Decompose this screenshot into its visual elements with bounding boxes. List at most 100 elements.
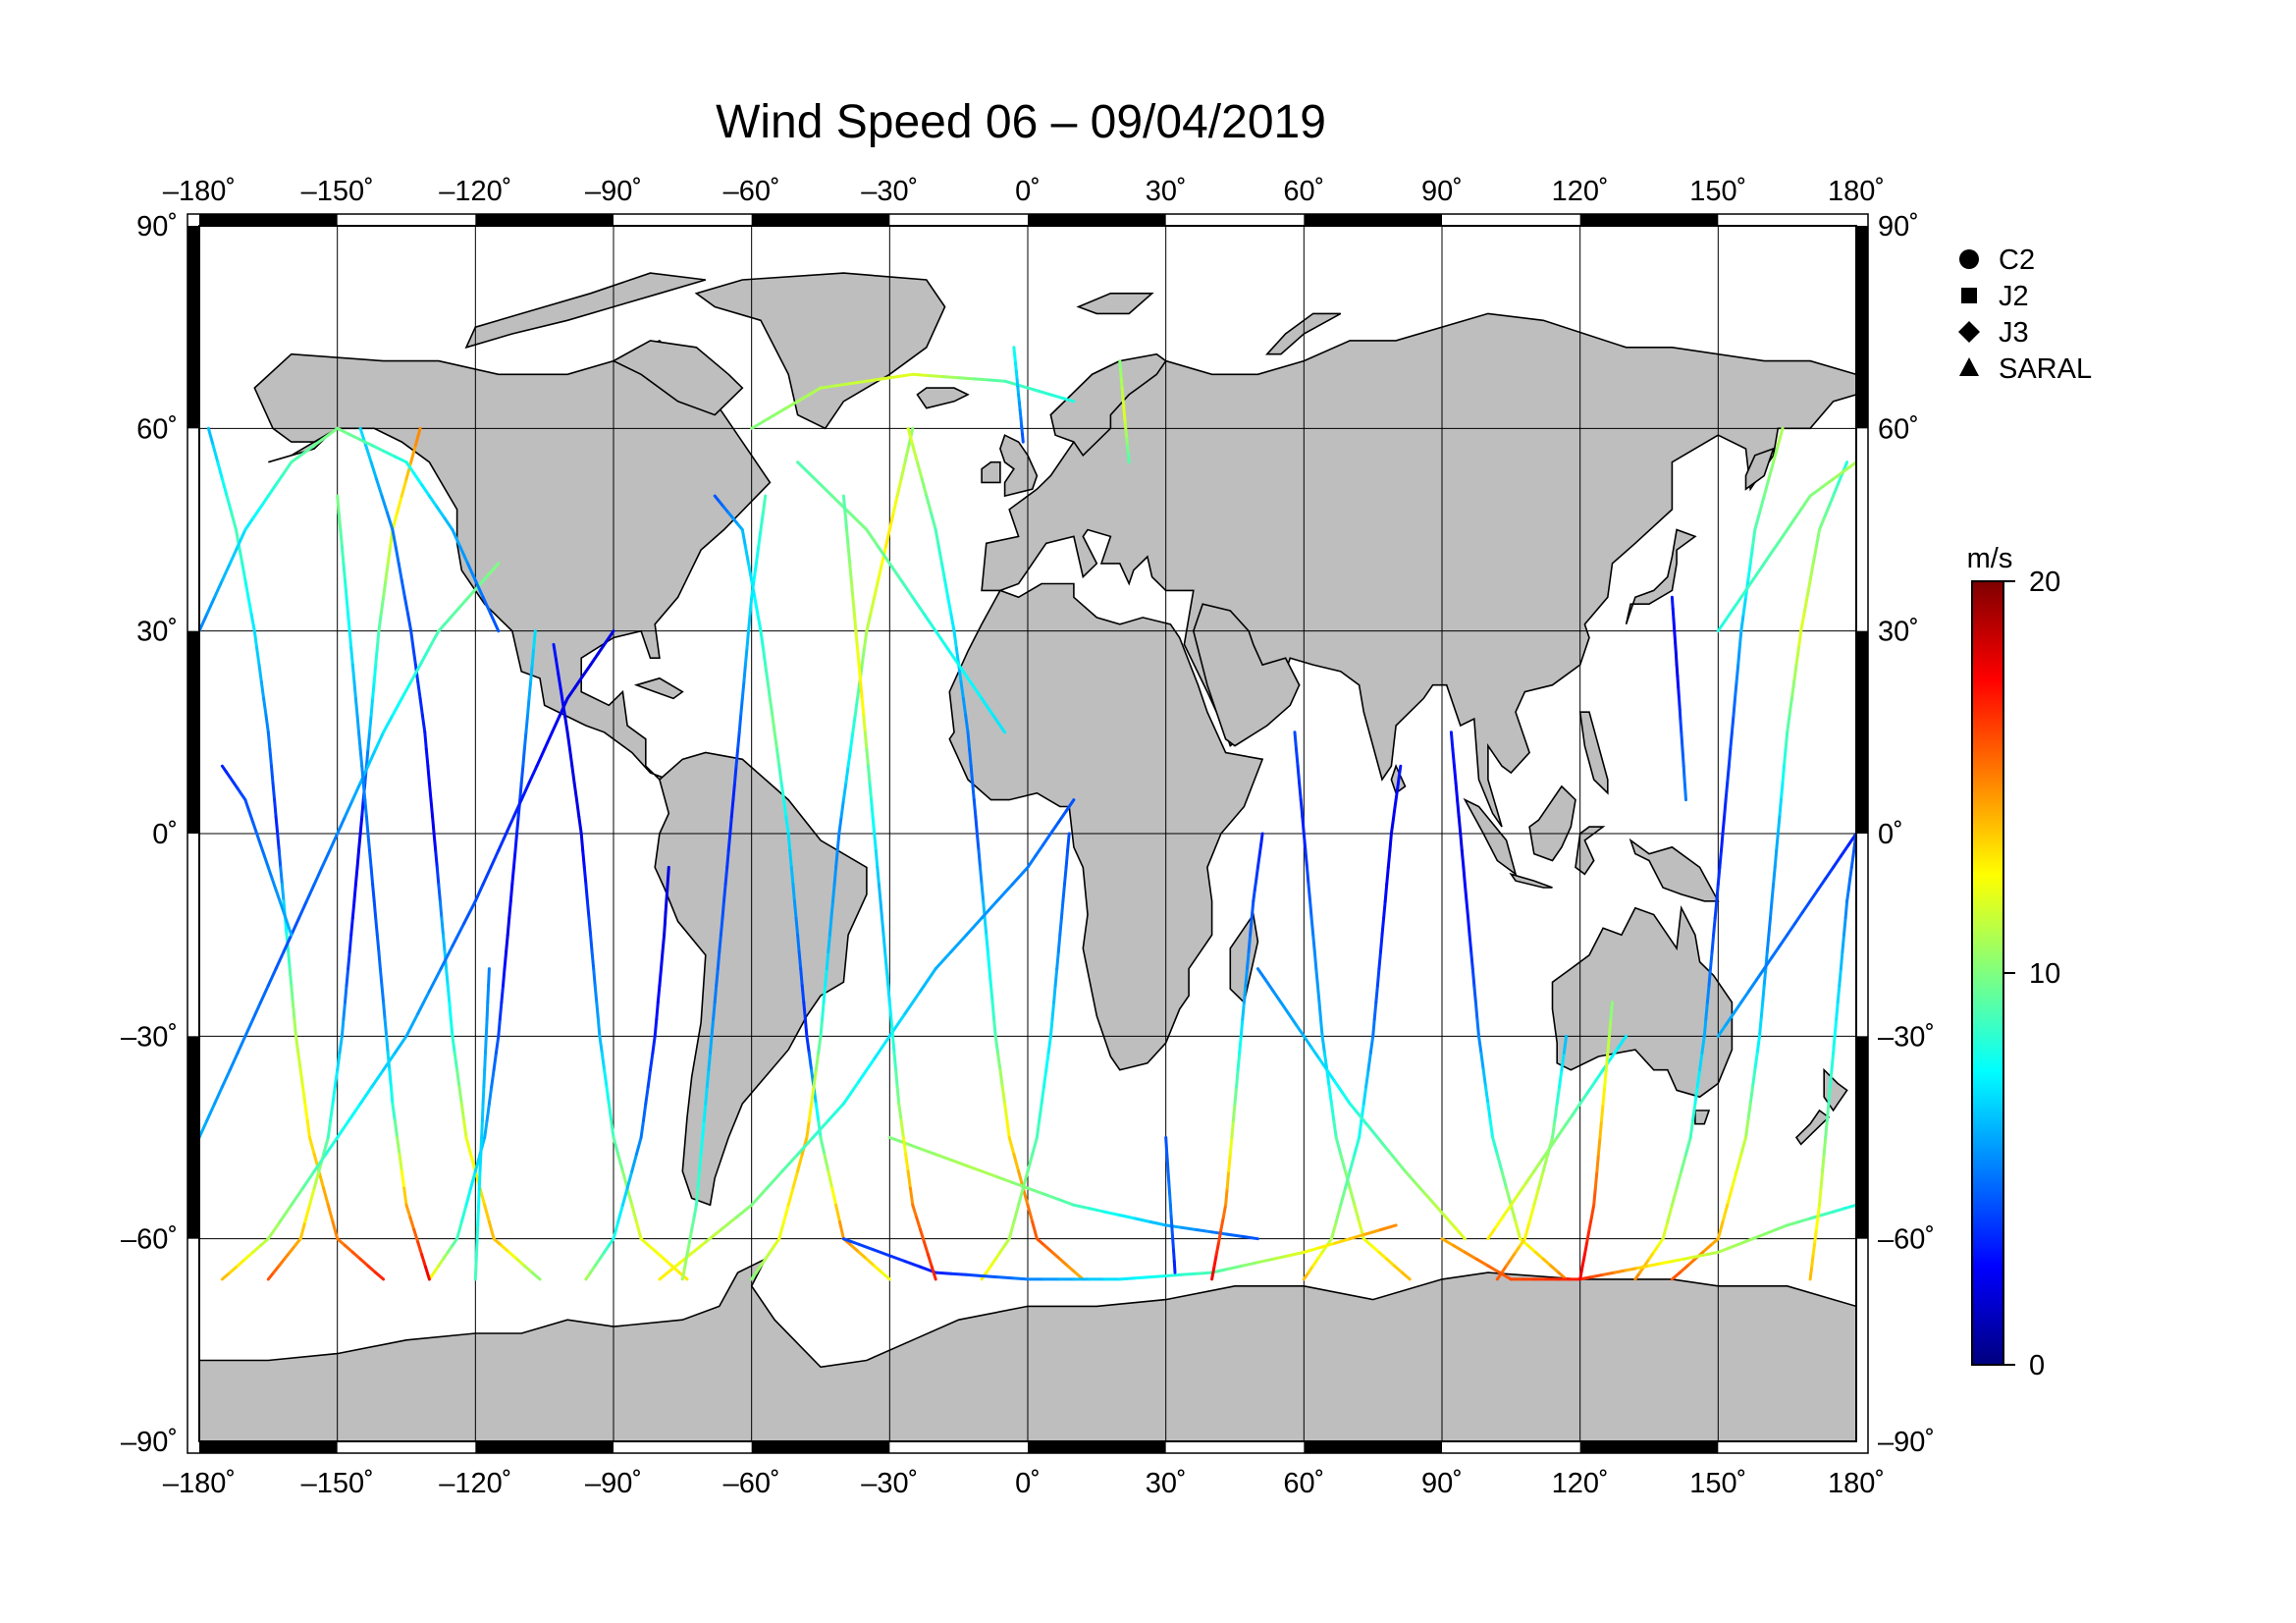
track-segment (740, 528, 747, 549)
track-segment (339, 528, 344, 549)
track-segment (926, 374, 945, 379)
track-segment (957, 663, 972, 683)
track-segment (1327, 1085, 1333, 1106)
track-segment (786, 832, 792, 852)
track-segment (1271, 990, 1283, 1004)
track-segment (290, 984, 294, 1004)
colorbar-gradient (1971, 580, 2004, 1366)
track-segment (692, 1203, 698, 1219)
track-segment (477, 572, 491, 588)
track-segment (903, 1141, 923, 1151)
track-saral (841, 494, 937, 1281)
track-segment (1449, 730, 1455, 751)
track-segment (811, 1118, 830, 1139)
track-segment (290, 916, 301, 937)
track-segment (371, 679, 376, 700)
track-j3 (1633, 426, 1785, 1281)
track-segment (1371, 1017, 1376, 1038)
track-segment (297, 449, 308, 459)
track-segment (1423, 1192, 1437, 1207)
track-j3 (1293, 730, 1412, 1281)
track-segment (246, 595, 253, 616)
track-segment (312, 1169, 321, 1190)
track-segment (1165, 1158, 1170, 1173)
track-segment (702, 1102, 708, 1122)
track-segment (393, 455, 408, 464)
track-c2 (1164, 1136, 1177, 1274)
track-segment (1369, 1244, 1381, 1254)
track-segment (1759, 1001, 1765, 1021)
track-segment (1822, 506, 1831, 520)
track-segment (377, 949, 382, 971)
track-segment (634, 1136, 643, 1157)
land-sakhalin-kamchatka (1744, 447, 1775, 491)
track-segment (1695, 1068, 1702, 1089)
track-segment (1168, 1192, 1172, 1207)
track-segment (1059, 899, 1065, 920)
track-segment (934, 1271, 953, 1275)
track-segment (1348, 1102, 1362, 1117)
track-segment (1729, 730, 1734, 751)
track-segment (416, 679, 422, 700)
track-segment (455, 1068, 461, 1089)
track-segment (1753, 1052, 1759, 1072)
track-segment (274, 949, 286, 971)
track-segment (845, 528, 850, 549)
track-segment (854, 629, 859, 650)
track-segment (1788, 696, 1793, 718)
track-segment (1786, 922, 1796, 937)
track-segment (294, 1034, 300, 1055)
land-cuba (633, 676, 684, 700)
track-segment (317, 1169, 326, 1190)
track-segment (761, 646, 768, 667)
track-segment (908, 1186, 915, 1207)
track-segment (347, 1102, 362, 1122)
track-segment (895, 477, 903, 498)
track-segment (243, 1250, 255, 1261)
track-segment (1060, 396, 1076, 404)
track-segment (301, 1085, 307, 1106)
track-segment (739, 696, 744, 718)
track-segment (372, 663, 378, 683)
track-segment (473, 883, 485, 903)
track-segment (603, 1068, 609, 1089)
track-segment (734, 1203, 754, 1219)
track-segment (807, 386, 823, 397)
track-segment (827, 1102, 845, 1122)
track-segment (1838, 967, 1842, 988)
track-segment (803, 1017, 809, 1038)
track-segment (1212, 1253, 1218, 1269)
track-segment (1747, 572, 1758, 588)
track-segment (1816, 483, 1828, 492)
track-segment (988, 378, 1007, 383)
land-greenland (694, 272, 946, 430)
track-segment (980, 1169, 999, 1179)
track-segment (1195, 1228, 1214, 1234)
track-segment (500, 984, 505, 1004)
diamond-marker-icon (1958, 321, 1980, 343)
track-segment (451, 528, 462, 549)
track-segment (1225, 1169, 1231, 1190)
track-segment (440, 916, 445, 937)
track-segment (1799, 613, 1806, 633)
track-segment (1683, 786, 1687, 802)
track-segment (455, 1220, 463, 1241)
track-segment (446, 984, 452, 1004)
track-segment (1827, 1085, 1832, 1106)
track-segment (1026, 1203, 1035, 1223)
track-segment (1592, 1186, 1597, 1207)
track-segment (1333, 1237, 1352, 1245)
land-arctic-islands (464, 272, 707, 350)
track-segment (1710, 933, 1716, 953)
track-segment (280, 883, 286, 903)
track-segment (796, 1153, 804, 1173)
track-segment (1541, 1153, 1550, 1173)
track-segment (505, 933, 509, 953)
track-segment (680, 1265, 687, 1281)
track-segment (530, 646, 536, 667)
track-segment (427, 781, 433, 802)
track-segment (1784, 730, 1789, 751)
track-segment (368, 714, 373, 734)
track-segment (1824, 865, 1836, 881)
track-segment (1457, 815, 1463, 836)
